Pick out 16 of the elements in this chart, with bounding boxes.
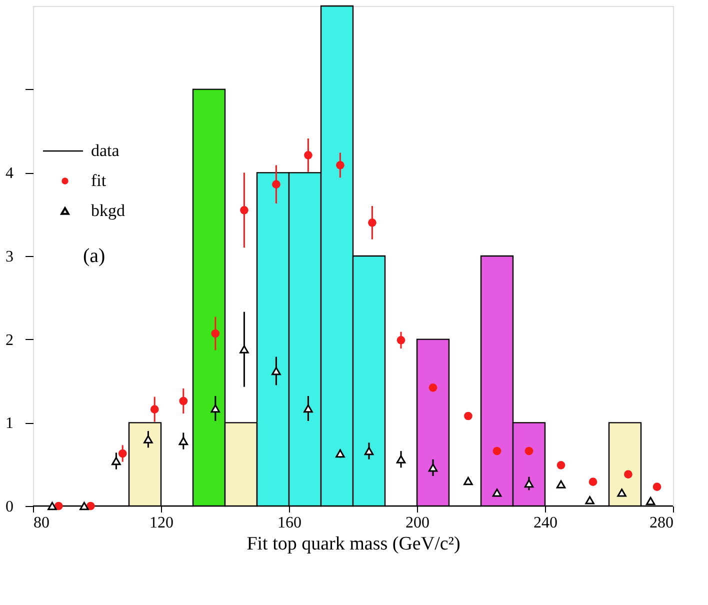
legend-label: fit <box>91 171 106 190</box>
annotation: (a) <box>83 245 106 267</box>
y-tick-label: 3 <box>6 248 14 266</box>
y-tick-label: 1 <box>6 415 14 432</box>
x-tick-label: 240 <box>534 514 558 532</box>
x-tick-label: 120 <box>150 514 174 532</box>
y-tick-label: 4 <box>6 165 14 182</box>
x-tick-label: 280 <box>650 514 674 532</box>
y-tick-label: 0 <box>6 498 14 516</box>
x-tick-label: 160 <box>278 514 302 532</box>
x-axis-title: Fit top quark mass (GeV/c²) <box>246 534 460 554</box>
legend-label: bkgd <box>91 201 126 220</box>
legend-label: data <box>91 141 120 160</box>
x-tick-label: 80 <box>34 514 50 532</box>
x-tick-label: 200 <box>406 514 430 532</box>
y-tick-label: 2 <box>6 332 14 349</box>
